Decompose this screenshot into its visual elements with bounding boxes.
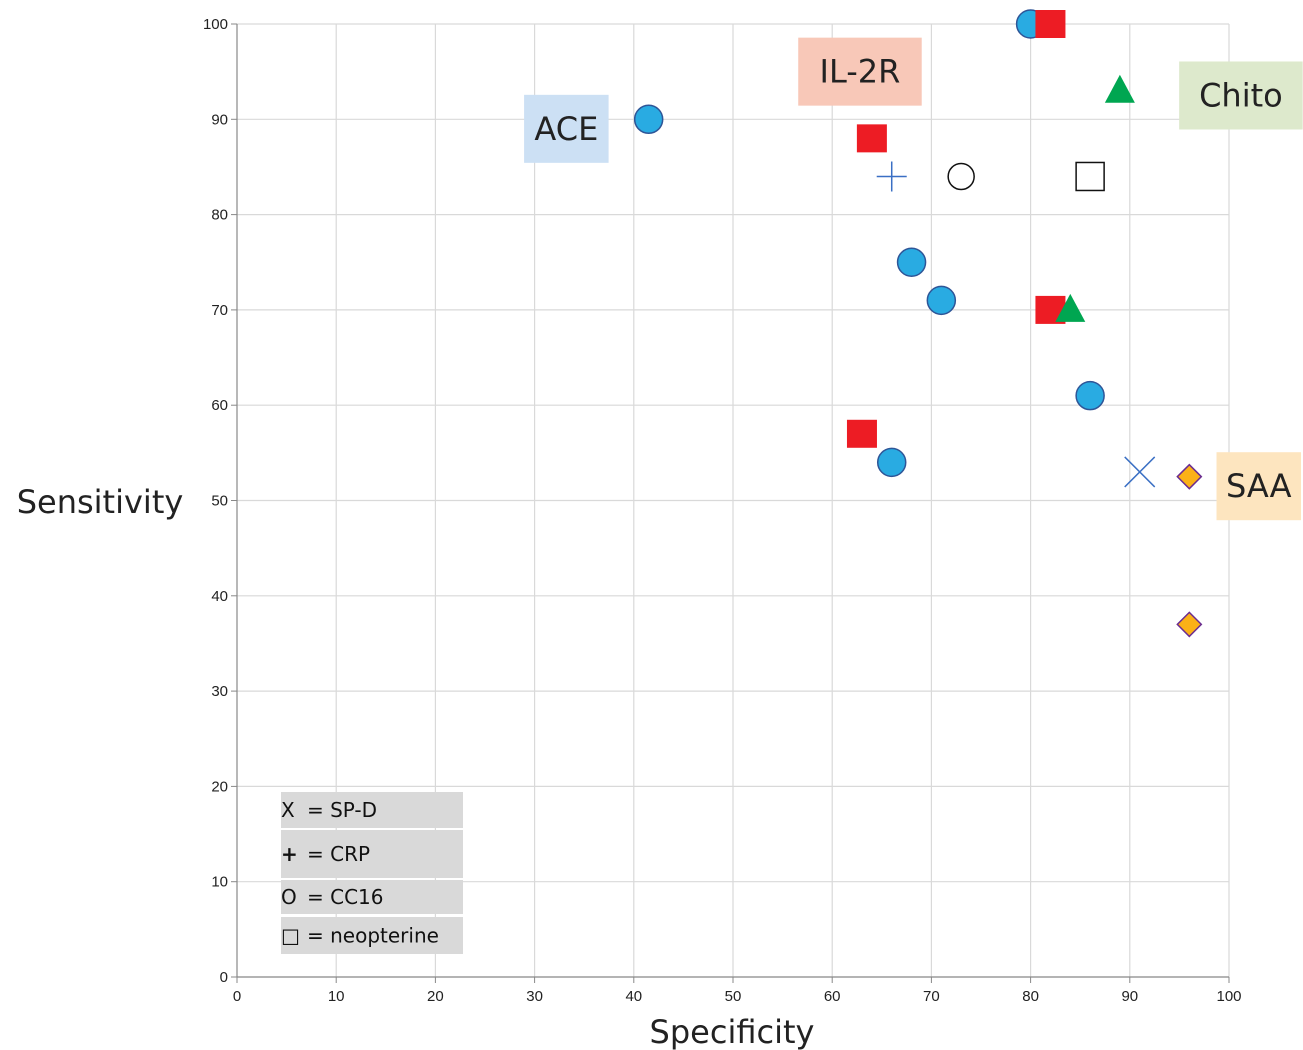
data-point-saa — [1176, 611, 1203, 638]
annotation-label: SAA — [1226, 467, 1292, 505]
x-tick-label: 60 — [824, 988, 841, 1005]
axes — [231, 23, 1230, 983]
data-point-crp — [876, 161, 907, 192]
y-tick-label: 20 — [211, 778, 228, 795]
data-point-chito — [1055, 293, 1086, 322]
annotation-labels: ACE IL-2R Chito SAA — [524, 37, 1303, 521]
annotation-label: Chito — [1199, 76, 1283, 114]
x-axis-title: Specificity — [650, 1013, 815, 1050]
x-tick-label: 50 — [725, 988, 742, 1005]
legend-key-symbol: + — [281, 842, 298, 866]
data-point-chito — [1104, 74, 1135, 103]
legend-key-row — [281, 830, 463, 878]
data-point-neopterine — [1075, 161, 1105, 192]
legend-key-symbol: O — [281, 885, 297, 909]
legend-key-row — [281, 880, 463, 914]
data-point-ace — [633, 104, 664, 135]
y-tick-label: 100 — [203, 16, 228, 33]
data-points — [633, 9, 1203, 638]
annotation-box — [1216, 452, 1302, 521]
data-point-saa — [1176, 463, 1203, 490]
y-tick-label: 40 — [211, 588, 228, 605]
data-point-il-2r — [846, 419, 877, 448]
legend-key-text: = CC16 — [307, 885, 384, 909]
y-tick-label: 30 — [211, 683, 228, 700]
x-tick-label: 80 — [1022, 988, 1039, 1005]
y-tick-label: 60 — [211, 397, 228, 414]
data-point-ace — [876, 447, 907, 478]
legend-key-symbol: □ — [281, 924, 300, 948]
annotation-box — [798, 37, 922, 106]
x-tick-label: 0 — [233, 988, 241, 1005]
annotation-label: IL-2R — [820, 53, 901, 91]
data-point-cc16 — [947, 162, 975, 191]
legend-key-row — [281, 917, 463, 954]
y-tick-label: 0 — [220, 969, 228, 986]
legend-key: X = SP-D + = CRP O = CC16 □ = neopterine — [281, 792, 463, 954]
x-tick-labels: 0 10 20 30 40 50 60 70 80 90 100 — [233, 988, 1242, 1005]
y-tick-label: 50 — [211, 493, 228, 510]
y-tick-label: 80 — [211, 207, 228, 224]
x-tick-label: 10 — [328, 988, 345, 1005]
legend-key-row — [281, 792, 463, 828]
x-tick-label: 90 — [1121, 988, 1138, 1005]
data-point-il-2r — [856, 124, 887, 153]
x-tick-label: 70 — [923, 988, 940, 1005]
y-tick-label: 70 — [211, 302, 228, 319]
data-point-ace — [1075, 380, 1105, 411]
x-tick-label: 100 — [1216, 988, 1241, 1005]
y-tick-label: 90 — [211, 111, 228, 128]
x-tick-label: 30 — [526, 988, 543, 1005]
data-point-ace — [896, 247, 927, 277]
legend-key-text: = SP-D — [307, 798, 377, 822]
y-tick-label: 10 — [211, 874, 228, 891]
data-point-ace — [926, 285, 957, 316]
legend-key-text: = CRP — [307, 842, 370, 866]
data-point-sp-d — [1124, 456, 1156, 488]
legend-key-text: = neopterine — [307, 924, 439, 948]
annotation-label: ACE — [534, 110, 598, 148]
y-tick-labels: 0 10 20 30 40 50 60 70 80 90 100 — [203, 16, 228, 986]
annotation-box — [524, 94, 609, 163]
legend-key-symbol: X — [281, 798, 295, 822]
x-tick-label: 40 — [625, 988, 642, 1005]
x-tick-label: 20 — [427, 988, 444, 1005]
y-axis-title: Sensitivity — [17, 483, 184, 521]
data-point-il-2r — [1035, 10, 1066, 38]
annotation-box — [1179, 61, 1303, 130]
